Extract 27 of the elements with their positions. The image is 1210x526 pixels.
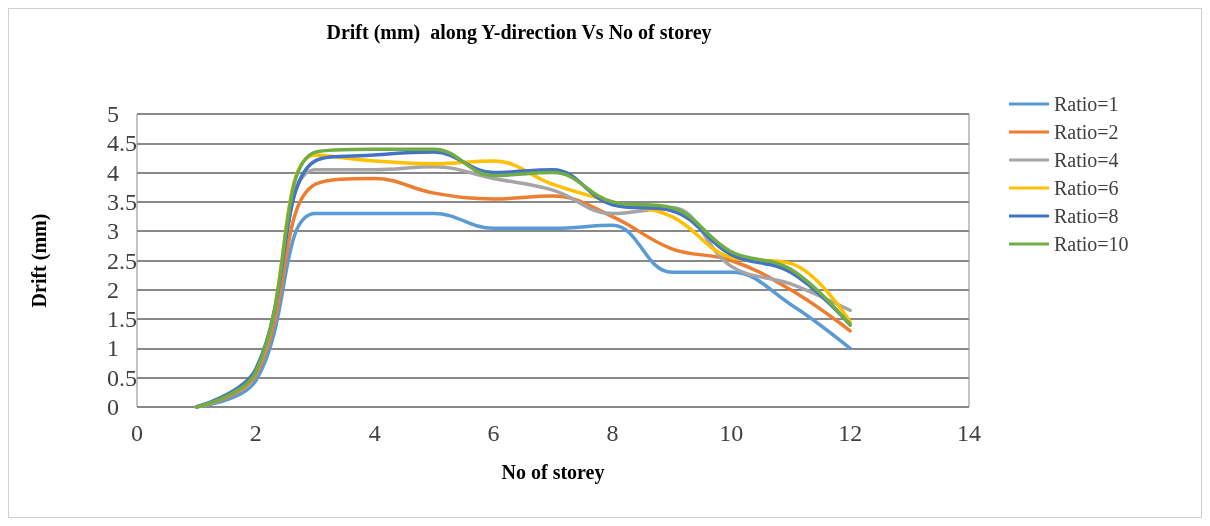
legend-label: Ratio=2 <box>1054 121 1119 143</box>
y-tick-label: 1 <box>107 335 119 362</box>
y-tick-label: 5 <box>107 101 119 127</box>
legend-label: Ratio=8 <box>1054 205 1119 227</box>
y-tick-label: 2 <box>107 276 119 303</box>
x-tick-label: 12 <box>838 420 863 446</box>
x-tick-label: 6 <box>487 420 500 446</box>
y-tick-label: 0 <box>107 394 119 420</box>
y-tick-label: 3 <box>107 218 119 245</box>
x-tick-label: 4 <box>368 420 381 446</box>
chart-title: Drift (mm) along Y-direction Vs No of storey <box>326 21 712 44</box>
legend-label: Ratio=10 <box>1054 233 1129 255</box>
y-tick-label: 4 <box>107 159 119 186</box>
x-tick-label: 2 <box>249 420 262 446</box>
x-tick-label: 10 <box>719 420 744 446</box>
x-tick-label: 8 <box>606 420 619 446</box>
x-tick-label: 14 <box>957 420 981 446</box>
y-tick-label: 4.5 <box>107 130 137 157</box>
y-tick-label: 0.5 <box>107 364 137 391</box>
x-axis-title: No of storey <box>501 461 605 484</box>
y-tick-label: 2.5 <box>107 247 137 274</box>
y-tick-label: 1.5 <box>107 306 137 333</box>
legend-label: Ratio=6 <box>1054 177 1119 199</box>
legend-label: Ratio=1 <box>1054 93 1119 115</box>
y-axis-title: Drift (mm) <box>28 213 51 308</box>
legend-label: Ratio=4 <box>1054 149 1119 171</box>
y-tick-label: 3.5 <box>107 188 137 215</box>
